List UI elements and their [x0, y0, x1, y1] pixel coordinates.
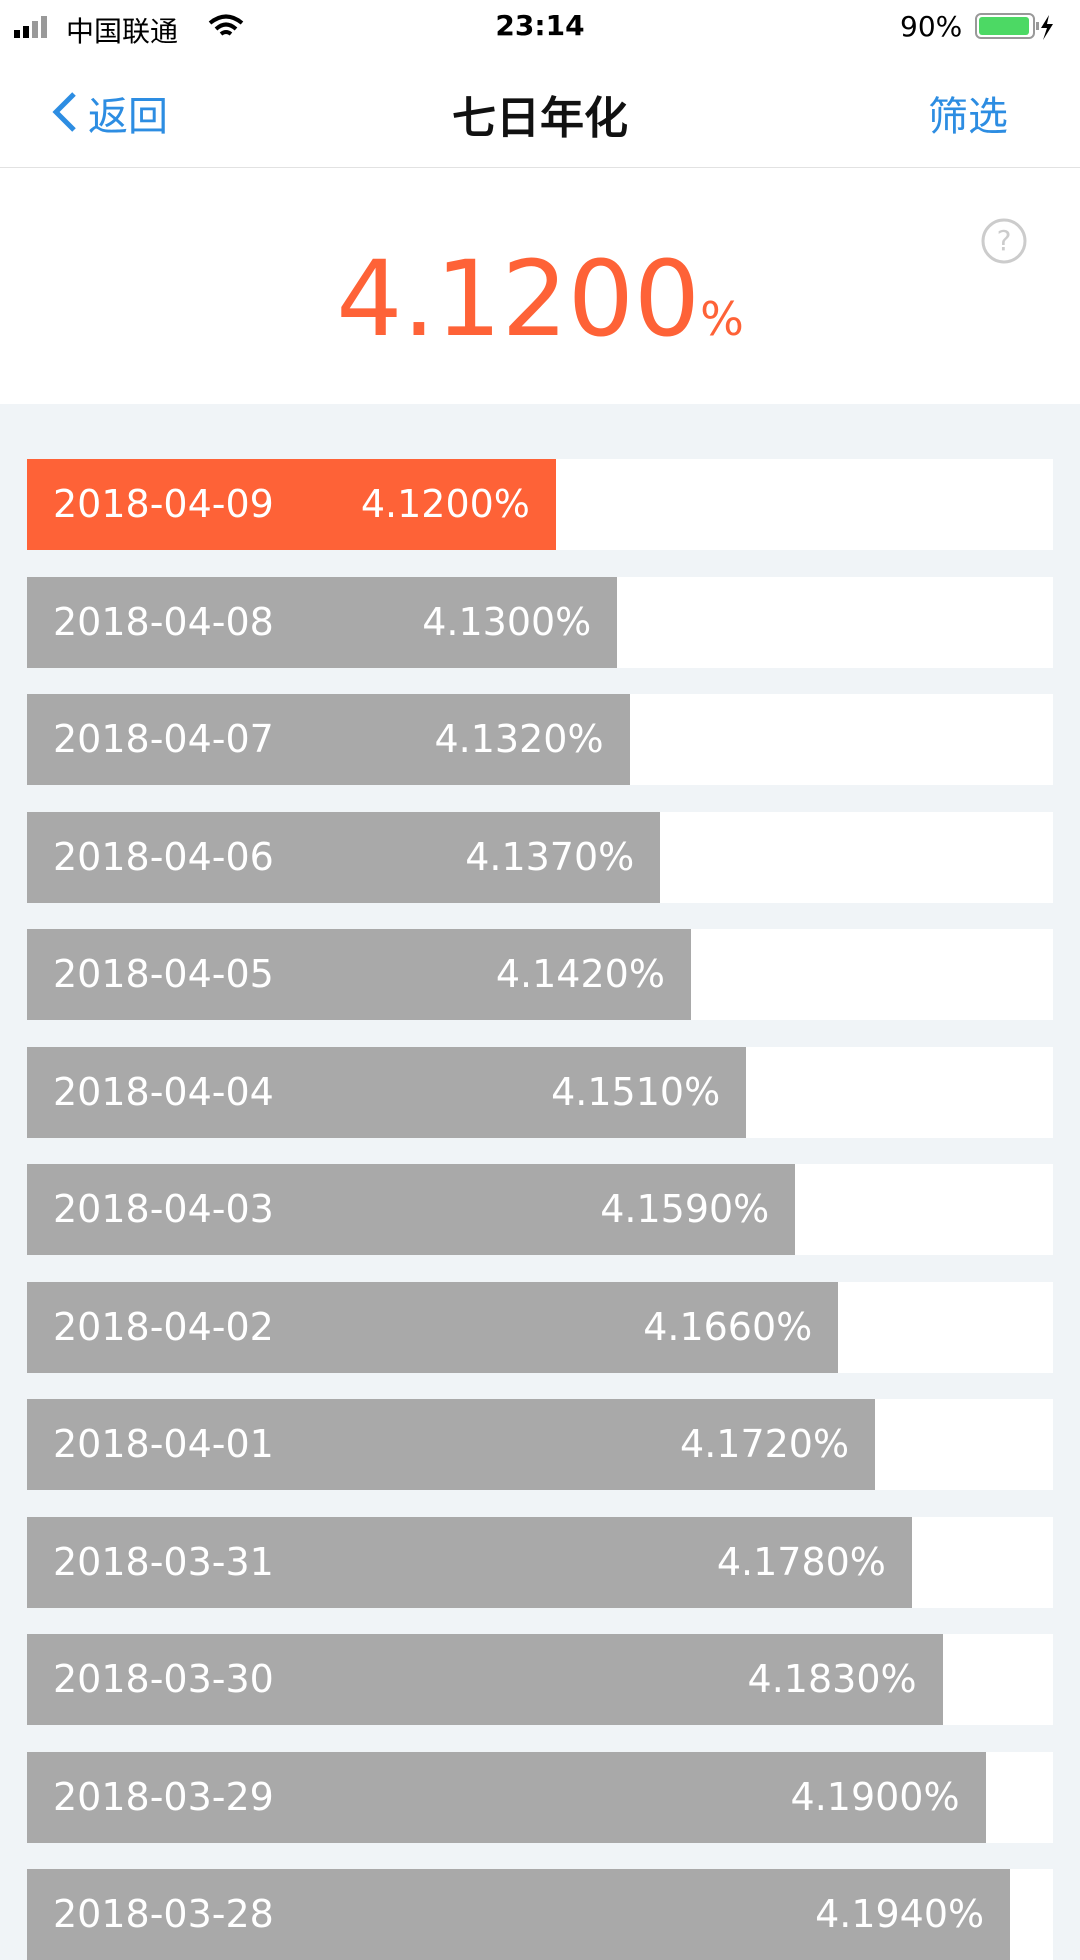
summary: ? 4.1200% — [0, 168, 1080, 404]
date-label: 2018-04-04 — [53, 1069, 274, 1114]
bar-list: 2018-04-09 4.1200% 2018-04-08 4.1300% 2018-0… — [27, 459, 1053, 1960]
date-label: 2018-03-31 — [53, 1539, 274, 1584]
bar-row[interactable]: 2018-03-29 4.1900% — [27, 1751, 1053, 1843]
summary-number: 4.1200 — [336, 238, 701, 360]
date-label: 2018-04-03 — [53, 1187, 274, 1231]
date-label: 2018-04-02 — [53, 1304, 274, 1349]
bar — [27, 811, 661, 903]
battery-icon — [975, 13, 1053, 40]
value-label: 4.1830% — [747, 1657, 917, 1701]
bar-row[interactable]: 2018-04-07 4.1320% — [27, 694, 1053, 785]
bar — [27, 1046, 747, 1138]
value-label: 4.1420% — [495, 952, 665, 996]
date-label: 2018-04-07 — [53, 717, 274, 761]
help-icon[interactable]: ? — [980, 217, 1028, 265]
bar-row[interactable]: 2018-03-30 4.1830% — [27, 1634, 1053, 1725]
date-label: 2018-04-06 — [53, 834, 274, 879]
back-button[interactable]: 返回 — [88, 94, 168, 140]
wifi-icon — [208, 14, 244, 36]
value-label: 4.1720% — [680, 1422, 850, 1466]
date-label: 2018-04-08 — [53, 599, 274, 644]
clock: 23:14 — [495, 9, 585, 42]
back-icon[interactable] — [50, 90, 80, 134]
bar — [27, 459, 556, 550]
value-label: 4.1780% — [716, 1539, 886, 1584]
bar — [27, 1399, 876, 1490]
bar-row[interactable]: 2018-04-08 4.1300% — [27, 576, 1053, 668]
bar-row[interactable]: 2018-04-06 4.1370% — [27, 811, 1053, 903]
bar — [27, 694, 630, 785]
value-label: 4.1660% — [643, 1304, 813, 1349]
date-label: 2018-03-29 — [53, 1774, 274, 1819]
status-bar: 中国联通 23:14 90% — [0, 0, 1080, 56]
battery-text: 90% — [900, 10, 963, 43]
bar-row[interactable]: 2018-04-03 4.1590% — [27, 1164, 1053, 1255]
nav-bar: 返回 七日年化 筛选 — [0, 56, 1080, 168]
carrier: 中国联通 — [66, 15, 179, 48]
bar-row[interactable]: 2018-04-09 4.1200% — [27, 459, 1053, 550]
value-label: 4.1300% — [422, 599, 592, 644]
signal-icon — [14, 16, 47, 38]
bar — [27, 1281, 839, 1373]
page-title: 七日年化 — [452, 93, 628, 144]
bar — [27, 1751, 986, 1843]
value-label: 4.1320% — [434, 717, 604, 761]
value-label: 4.1900% — [790, 1774, 960, 1819]
value-label: 4.1510% — [551, 1069, 721, 1114]
filter-button[interactable]: 筛选 — [928, 94, 1008, 140]
value-label: 4.1590% — [600, 1187, 770, 1231]
date-label: 2018-03-28 — [53, 1892, 274, 1936]
svg-text:?: ? — [997, 224, 1012, 257]
value-label: 4.1940% — [815, 1892, 985, 1936]
value-label: 4.1200% — [360, 482, 530, 526]
date-label: 2018-04-01 — [53, 1422, 274, 1466]
bar — [27, 929, 691, 1020]
bar-row[interactable]: 2018-04-01 4.1720% — [27, 1399, 1053, 1490]
date-label: 2018-04-05 — [53, 952, 274, 996]
bar — [27, 576, 618, 668]
value-label: 4.1370% — [465, 834, 635, 879]
date-label: 2018-03-30 — [53, 1657, 274, 1701]
bar-row[interactable]: 2018-04-05 4.1420% — [27, 929, 1053, 1020]
summary-value: 4.1200% — [0, 238, 1080, 360]
summary-unit: % — [700, 292, 744, 346]
bar-row[interactable]: 2018-04-02 4.1660% — [27, 1281, 1053, 1373]
date-label: 2018-04-09 — [53, 482, 274, 526]
bar-row[interactable]: 2018-03-31 4.1780% — [27, 1516, 1053, 1608]
bar — [27, 1516, 912, 1608]
bar-row[interactable]: 2018-03-28 4.1940% — [27, 1869, 1053, 1960]
bar-row[interactable]: 2018-04-04 4.1510% — [27, 1046, 1053, 1138]
bar — [27, 1634, 943, 1725]
bar — [27, 1164, 796, 1255]
